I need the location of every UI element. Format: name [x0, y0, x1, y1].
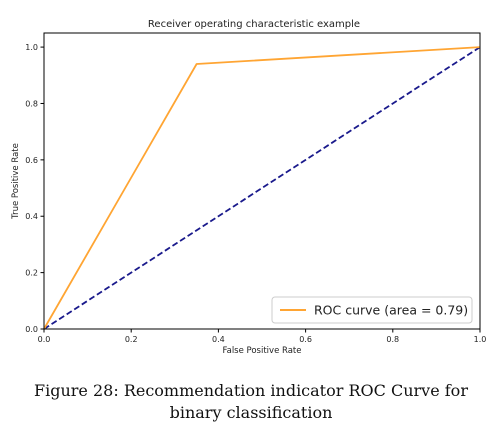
roc-chart: Receiver operating characteristic exampl… — [11, 19, 487, 356]
x-tick-label: 0.4 — [212, 335, 225, 344]
y-tick-label: 0.0 — [25, 325, 38, 334]
figure-caption: Figure 28: Recommendation indicator ROC … — [0, 380, 502, 424]
y-tick-label: 0.8 — [25, 99, 38, 108]
legend-box — [271, 296, 473, 324]
y-tick-label: 0.2 — [25, 269, 38, 278]
chart-title: Receiver operating characteristic exampl… — [148, 19, 360, 30]
caption-line-2: binary classification — [169, 403, 333, 422]
x-tick-label: 0.8 — [386, 335, 399, 344]
x-tick-label: 1.0 — [474, 335, 487, 344]
y-tick-label: 1.0 — [25, 43, 38, 52]
x-tick-label: 0.6 — [299, 335, 312, 344]
caption-line-1: Figure 28: Recommendation indicator ROC … — [34, 381, 468, 400]
x-tick-label: 0.2 — [125, 335, 138, 344]
legend: ROC curve (area = 0.79) — [271, 296, 473, 324]
y-tick-label: 0.4 — [25, 212, 38, 221]
y-axis-label: True Positive Rate — [11, 143, 21, 220]
x-axis-label: False Positive Rate — [223, 346, 302, 356]
series-line-random-baseline — [43, 46, 481, 330]
y-tick-label: 0.6 — [25, 156, 38, 165]
plot-frame — [43, 32, 481, 330]
legend-label-roc-curve: ROC curve (area = 0.79) — [314, 303, 468, 318]
series-line-roc-curve — [43, 46, 481, 330]
x-tick-label: 0.0 — [38, 335, 51, 344]
